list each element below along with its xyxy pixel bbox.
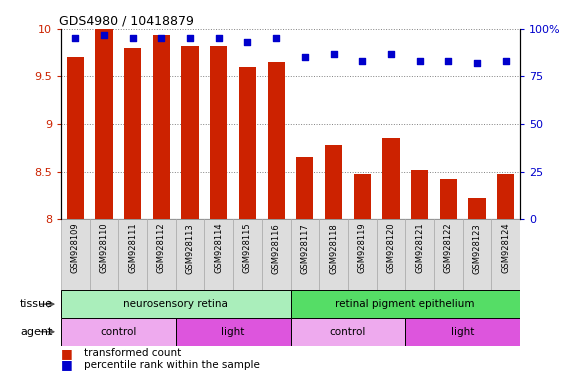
Text: light: light xyxy=(221,327,245,337)
Bar xyxy=(468,198,486,219)
Point xyxy=(157,35,166,41)
Text: ■: ■ xyxy=(61,358,73,371)
Bar xyxy=(262,219,290,290)
Text: tissue: tissue xyxy=(19,299,52,309)
Bar xyxy=(61,318,175,346)
Bar xyxy=(325,145,342,219)
Text: GSM928112: GSM928112 xyxy=(157,223,166,273)
Bar xyxy=(290,219,319,290)
Text: GSM928114: GSM928114 xyxy=(214,223,223,273)
Bar xyxy=(175,219,205,290)
Bar xyxy=(89,219,119,290)
Point xyxy=(357,58,367,64)
Point xyxy=(300,54,310,60)
Point xyxy=(128,35,137,41)
Point xyxy=(185,35,195,41)
Bar xyxy=(492,219,520,290)
Point xyxy=(444,58,453,64)
Bar xyxy=(290,318,406,346)
Bar xyxy=(205,219,233,290)
Text: GSM928113: GSM928113 xyxy=(185,223,195,273)
Bar xyxy=(411,170,428,219)
Text: GSM928123: GSM928123 xyxy=(472,223,482,273)
Text: transformed count: transformed count xyxy=(84,348,181,358)
Bar xyxy=(61,290,290,318)
Bar xyxy=(147,219,175,290)
Text: GSM928124: GSM928124 xyxy=(501,223,510,273)
Text: GDS4980 / 10418879: GDS4980 / 10418879 xyxy=(59,15,193,28)
Point xyxy=(501,58,510,64)
Bar xyxy=(348,219,376,290)
Text: GSM928120: GSM928120 xyxy=(386,223,396,273)
Bar xyxy=(497,174,514,219)
Point xyxy=(386,50,396,56)
Text: ■: ■ xyxy=(61,347,73,360)
Bar xyxy=(406,318,520,346)
Text: GSM928118: GSM928118 xyxy=(329,223,338,273)
Bar xyxy=(319,219,348,290)
Text: percentile rank within the sample: percentile rank within the sample xyxy=(84,360,260,370)
Text: GSM928119: GSM928119 xyxy=(358,223,367,273)
Text: GSM928111: GSM928111 xyxy=(128,223,137,273)
Bar xyxy=(61,219,89,290)
Text: control: control xyxy=(100,327,137,337)
Bar xyxy=(296,157,314,219)
Bar xyxy=(175,318,290,346)
Text: GSM928121: GSM928121 xyxy=(415,223,424,273)
Text: GSM928116: GSM928116 xyxy=(272,223,281,273)
Bar xyxy=(95,29,113,219)
Text: retinal pigment epithelium: retinal pigment epithelium xyxy=(335,299,475,309)
Bar xyxy=(239,67,256,219)
Bar xyxy=(382,138,400,219)
Text: GSM928115: GSM928115 xyxy=(243,223,252,273)
Bar xyxy=(440,179,457,219)
Text: GSM928117: GSM928117 xyxy=(300,223,309,273)
Text: agent: agent xyxy=(20,327,52,337)
Bar xyxy=(124,48,141,219)
Point xyxy=(415,58,424,64)
Bar xyxy=(406,219,434,290)
Bar xyxy=(181,46,199,219)
Bar xyxy=(233,219,262,290)
Bar xyxy=(290,290,520,318)
Text: GSM928110: GSM928110 xyxy=(99,223,109,273)
Point xyxy=(472,60,482,66)
Bar xyxy=(376,219,406,290)
Bar xyxy=(153,35,170,219)
Bar xyxy=(267,62,285,219)
Bar xyxy=(67,57,84,219)
Point xyxy=(329,50,338,56)
Point xyxy=(99,31,109,38)
Point xyxy=(214,35,224,41)
Point xyxy=(243,39,252,45)
Text: control: control xyxy=(329,327,366,337)
Bar xyxy=(119,219,147,290)
Text: GSM928109: GSM928109 xyxy=(71,223,80,273)
Point xyxy=(71,35,80,41)
Bar xyxy=(462,219,492,290)
Text: light: light xyxy=(451,327,474,337)
Text: neurosensory retina: neurosensory retina xyxy=(123,299,228,309)
Bar xyxy=(210,46,227,219)
Point xyxy=(271,35,281,41)
Text: GSM928122: GSM928122 xyxy=(444,223,453,273)
Bar xyxy=(434,219,462,290)
Bar xyxy=(354,174,371,219)
